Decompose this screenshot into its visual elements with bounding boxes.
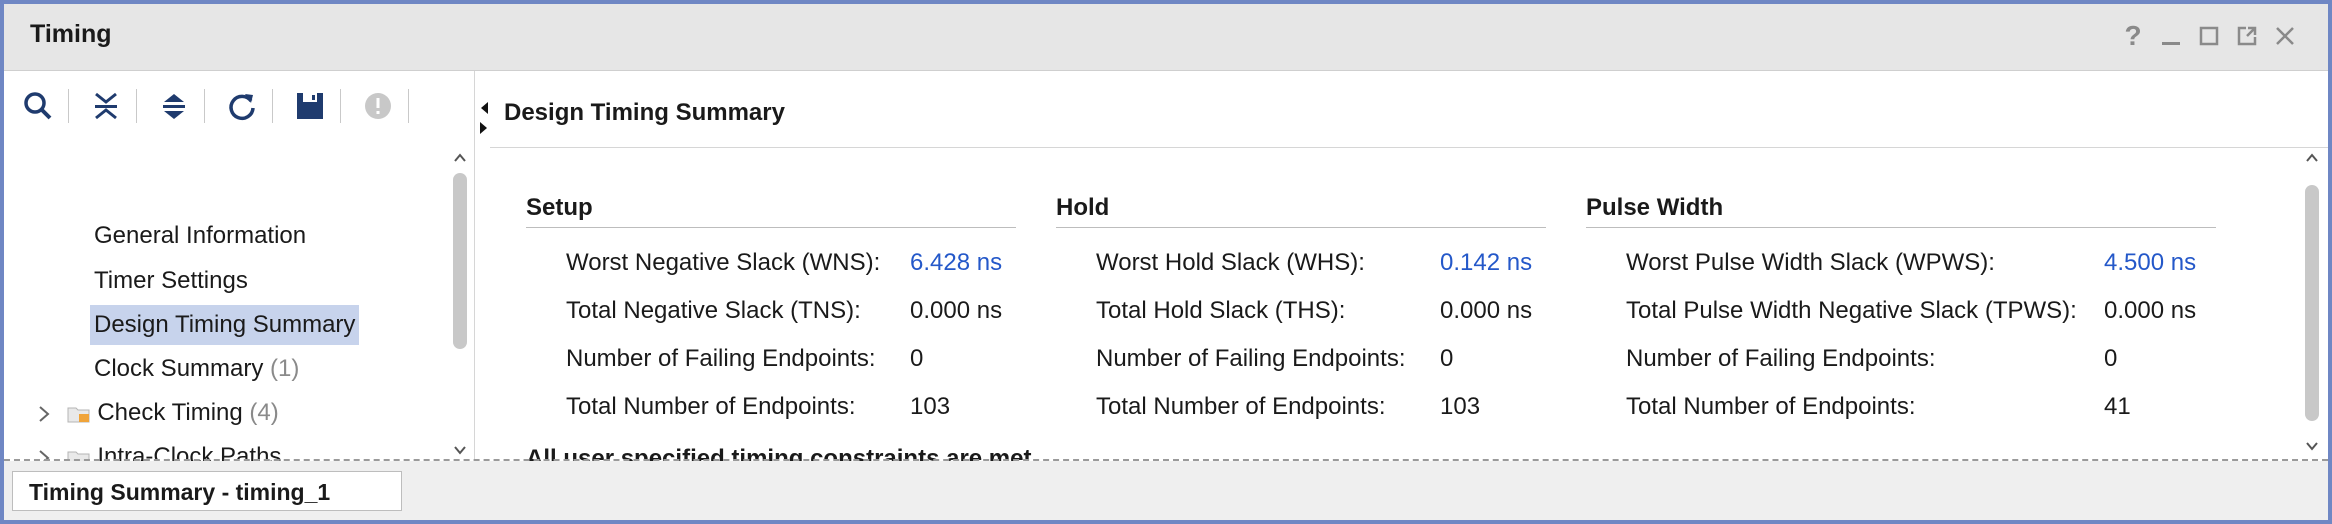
help-icon[interactable]: ? — [2124, 20, 2142, 51]
window-title: Timing — [30, 20, 112, 48]
toolbar-separator — [408, 89, 409, 123]
whs-value-link[interactable]: 0.142 ns — [1440, 249, 1533, 276]
tree-item-timer-settings[interactable]: Timer Settings — [94, 261, 248, 301]
pulse-failing-endpoints-value: 0 — [2104, 345, 2118, 372]
hold-divider — [1056, 227, 1546, 228]
whs-label: Worst Hold Slack (WHS): — [1096, 249, 1365, 276]
toolbar-separator — [340, 89, 341, 123]
navigation-pane: General Information Timer Settings Desig… — [4, 71, 475, 514]
folder-warning-icon — [67, 407, 90, 423]
tree-item-label: Design Timing Summary — [94, 311, 356, 338]
setup-heading: Setup — [526, 194, 593, 221]
ths-label: Total Hold Slack (THS): — [1096, 297, 1346, 324]
page-title: Design Timing Summary — [504, 99, 785, 126]
setup-failing-endpoints-value: 0 — [910, 345, 924, 372]
pulse-total-endpoints-value: 41 — [2104, 393, 2131, 420]
wpws-value-link[interactable]: 4.500 ns — [2104, 249, 2197, 276]
navigation-tree: General Information Timer Settings Desig… — [4, 141, 444, 514]
wns-value-link[interactable]: 6.428 ns — [910, 249, 1003, 276]
content-scrollbar[interactable] — [2302, 151, 2322, 455]
tree-item-count: (1) — [270, 355, 300, 382]
pulse-failing-endpoints-label: Number of Failing Endpoints: — [1626, 345, 1936, 372]
setup-total-endpoints-value: 103 — [910, 393, 951, 420]
tpws-value: 0.000 ns — [2104, 297, 2197, 324]
timing-summary-tab-label: Timing Summary - timing_1 — [29, 479, 331, 505]
content-header: Design Timing Summary — [490, 71, 2328, 148]
scroll-up-icon[interactable] — [452, 151, 468, 165]
timing-summary-tab[interactable]: Timing Summary - timing_1 — [12, 471, 402, 511]
title-bar: Timing ? — [4, 4, 2328, 71]
hold-failing-endpoints-value: 0 — [1440, 345, 1454, 372]
scroll-up-icon[interactable] — [2304, 151, 2320, 165]
hold-total-endpoints-label: Total Number of Endpoints: — [1096, 393, 1386, 420]
tns-value: 0.000 ns — [910, 297, 1003, 324]
save-icon[interactable] — [290, 86, 330, 126]
wpws-label: Worst Pulse Width Slack (WPWS): — [1626, 249, 1995, 276]
toolbar-separator — [272, 89, 273, 123]
tree-item-design-timing-summary[interactable]: Design Timing Summary — [90, 305, 360, 345]
tree-item-label: Timer Settings — [94, 267, 248, 294]
search-icon[interactable] — [18, 86, 58, 126]
scroll-down-icon[interactable] — [452, 443, 468, 457]
chevron-right-icon[interactable] — [34, 404, 54, 424]
splitter-toggle[interactable] — [478, 98, 490, 138]
bottom-tab-bar: Timing Summary - timing_1 — [4, 461, 2328, 520]
toolbar — [4, 71, 474, 141]
float-icon[interactable] — [2232, 16, 2262, 56]
setup-divider — [526, 227, 1016, 228]
expand-all-icon[interactable] — [154, 86, 194, 126]
minimize-icon[interactable] — [2156, 16, 2186, 56]
wns-label: Worst Negative Slack (WNS): — [566, 249, 881, 276]
maximize-icon[interactable] — [2194, 16, 2224, 56]
tree-item-label: General Information — [94, 222, 307, 249]
tree-scrollbar[interactable] — [450, 151, 470, 461]
tree-item-check-timing[interactable]: Check Timing (4) — [34, 393, 279, 433]
close-icon[interactable] — [2270, 16, 2300, 56]
tpws-label: Total Pulse Width Negative Slack (TPWS): — [1626, 297, 2077, 324]
info-icon[interactable] — [358, 86, 398, 126]
tree-item-label: Clock Summary — [94, 355, 264, 382]
setup-total-endpoints-label: Total Number of Endpoints: — [566, 393, 856, 420]
toolbar-separator — [204, 89, 205, 123]
tns-label: Total Negative Slack (TNS): — [566, 297, 861, 324]
ths-value: 0.000 ns — [1440, 297, 1533, 324]
pulse-width-heading: Pulse Width — [1586, 194, 1724, 221]
tree-item-general-information[interactable]: General Information — [94, 216, 306, 256]
refresh-icon[interactable] — [222, 86, 262, 126]
hold-heading: Hold — [1056, 194, 1110, 221]
tree-item-count: (4) — [249, 399, 279, 426]
setup-failing-endpoints-label: Number of Failing Endpoints: — [566, 345, 876, 372]
content-pane: Design Timing Summary Setup Worst Negati… — [490, 71, 2328, 472]
scroll-down-icon[interactable] — [2304, 439, 2320, 453]
tree-scrollbar-thumb[interactable] — [453, 173, 467, 349]
pulse-total-endpoints-label: Total Number of Endpoints: — [1626, 393, 1916, 420]
toolbar-separator — [68, 89, 69, 123]
hold-total-endpoints-value: 103 — [1440, 393, 1481, 420]
hold-failing-endpoints-label: Number of Failing Endpoints: — [1096, 345, 1406, 372]
pulse-width-divider — [1586, 227, 2216, 228]
panel-divider — [4, 459, 2328, 461]
toolbar-separator — [136, 89, 137, 123]
tree-item-label: Check Timing — [97, 399, 243, 426]
collapse-arrows-icon[interactable] — [478, 98, 490, 138]
content-scrollbar-thumb[interactable] — [2305, 185, 2319, 421]
tree-item-clock-summary[interactable]: Clock Summary (1) — [94, 349, 299, 389]
collapse-all-icon[interactable] — [86, 86, 126, 126]
